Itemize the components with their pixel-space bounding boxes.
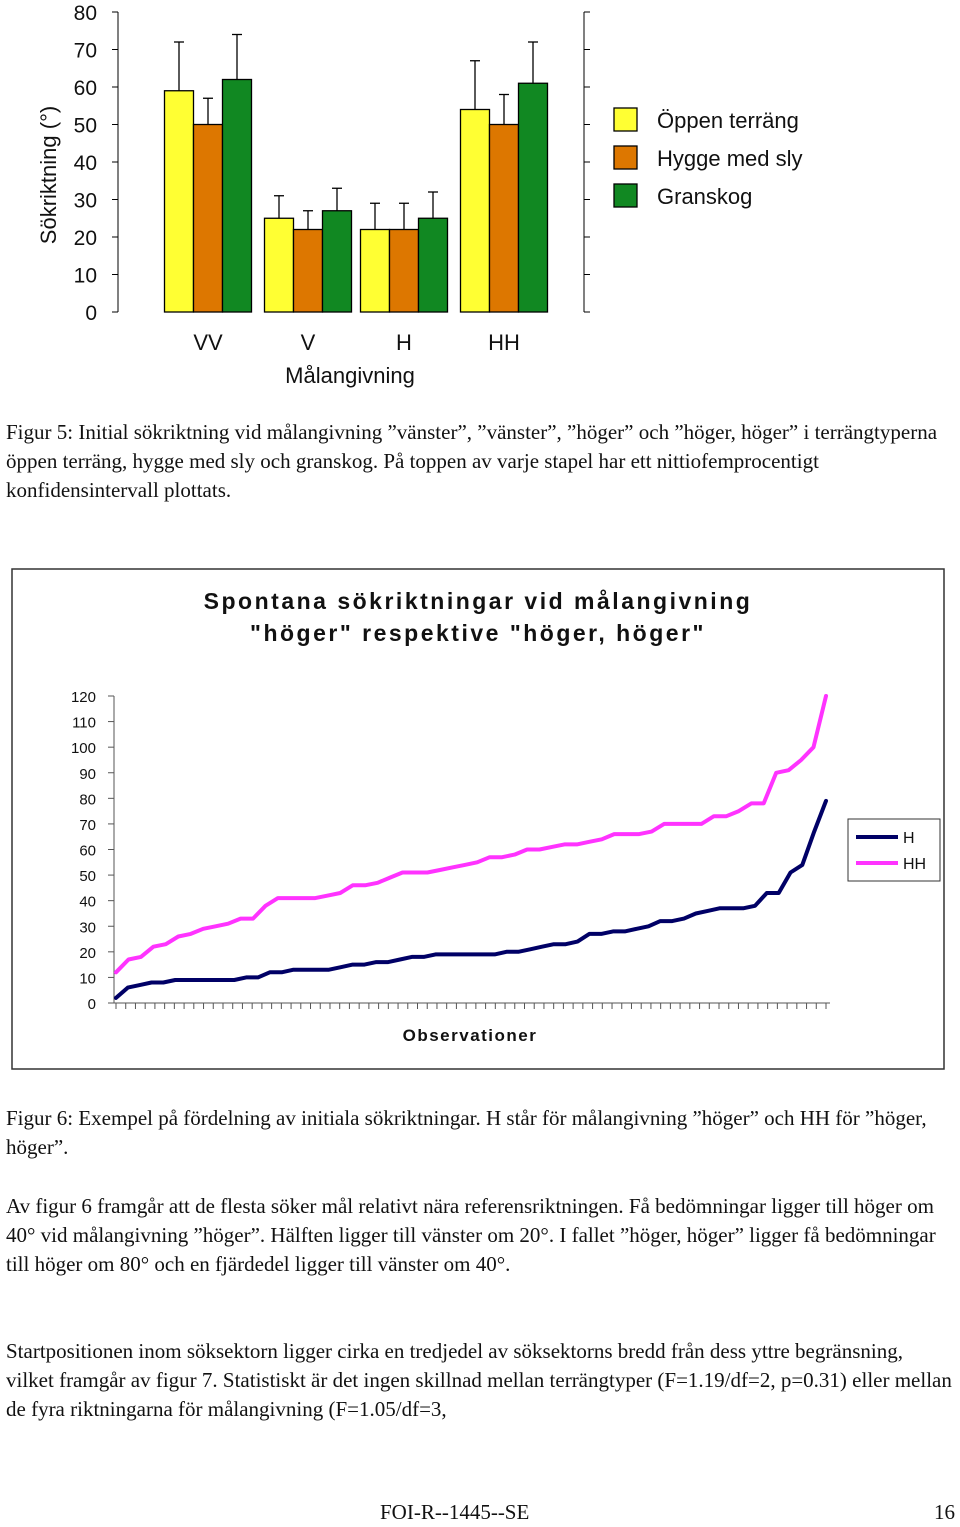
bar [388,228,420,313]
series-line-h [114,798,828,1000]
x-tick-label: V [301,330,316,355]
bar [359,228,391,313]
y-axis-ticks: 0 10 20 30 40 50 60 70 80 [74,2,119,325]
x-axis-ticks [114,1002,830,1009]
bar [192,123,224,313]
x-axis-label: Observationer [403,1026,538,1045]
bar [221,78,253,313]
bar [163,90,195,313]
y-tick-label: 60 [79,843,96,860]
y-tick-label: 10 [74,265,97,288]
legend-label: H [903,830,915,847]
figure-6-line-chart: Spontana sökriktningar vid målangivning … [11,568,945,1070]
report-id: FOI-R--1445--SE [380,1500,530,1524]
y-tick-label: 80 [74,2,97,25]
series-line-hh [114,694,828,975]
y-axis-label: Sökriktning (°) [36,106,61,244]
y-tick-label: 110 [72,715,96,732]
y-axis-ticks: 0 10 20 30 40 50 60 70 80 90 100 110 120 [71,689,115,1013]
y-tick-label: 30 [79,919,96,936]
x-tick-label: H [396,330,412,355]
legend: Öppen terräng Hygge med sly Granskog [613,107,803,209]
y-tick-label: 40 [74,152,97,175]
figure-5-caption: Figur 5: Initial sökriktning vid målangi… [6,420,938,502]
legend-swatch [613,145,638,170]
y-tick-label: 50 [79,868,96,885]
y-tick-label: 30 [74,190,97,213]
body-paragraph-1: Av figur 6 framgår att de flesta söker m… [6,1194,936,1276]
y-tick-label: 100 [71,740,96,757]
x-tick-label: VV [193,330,223,355]
line-series [114,694,828,1000]
legend-swatch [613,183,638,208]
y-tick-label: 70 [79,817,96,834]
y-tick-label: 60 [74,77,97,100]
x-axis-label: Målangivning [285,363,415,388]
y-tick-label: 70 [74,40,97,63]
bar-series [163,11,590,313]
chart-title-line-2: "höger" respektive "höger, höger" [250,620,706,646]
body-paragraph-2: Startpositionen inom söksektorn ligger c… [6,1339,952,1421]
y-tick-label: 0 [88,996,96,1013]
bar [292,228,324,313]
bar [459,108,491,313]
legend-swatch [613,107,638,132]
x-axis-tick-labels: VV V H HH [193,330,520,355]
y-tick-label: 10 [79,970,96,987]
legend-label: Öppen terräng [657,108,799,133]
chart-title-line-1: Spontana sökriktningar vid målangivning [204,588,753,614]
y-tick-label: 120 [71,689,96,706]
y-tick-label: 90 [79,766,96,783]
y-tick-label: 40 [79,894,96,911]
y-tick-label: 20 [74,227,97,250]
bar [321,210,353,313]
chart-frame [11,568,945,1070]
legend-box [847,818,941,882]
y-tick-label: 80 [79,791,96,808]
bar [488,123,520,313]
page-number: 16 [934,1500,955,1524]
y-tick-label: 0 [85,302,97,325]
legend-label: HH [903,856,926,873]
bar [517,82,549,313]
bar [417,217,449,313]
bar [263,217,295,313]
x-tick-label: HH [488,330,520,355]
legend-label: Granskog [657,184,752,209]
legend-label: Hygge med sly [657,146,803,171]
y-tick-label: 50 [74,115,97,138]
figure-6-caption: Figur 6: Exempel på fördelning av initia… [6,1106,927,1159]
legend: HHH [847,818,941,882]
y-tick-label: 20 [79,945,96,962]
